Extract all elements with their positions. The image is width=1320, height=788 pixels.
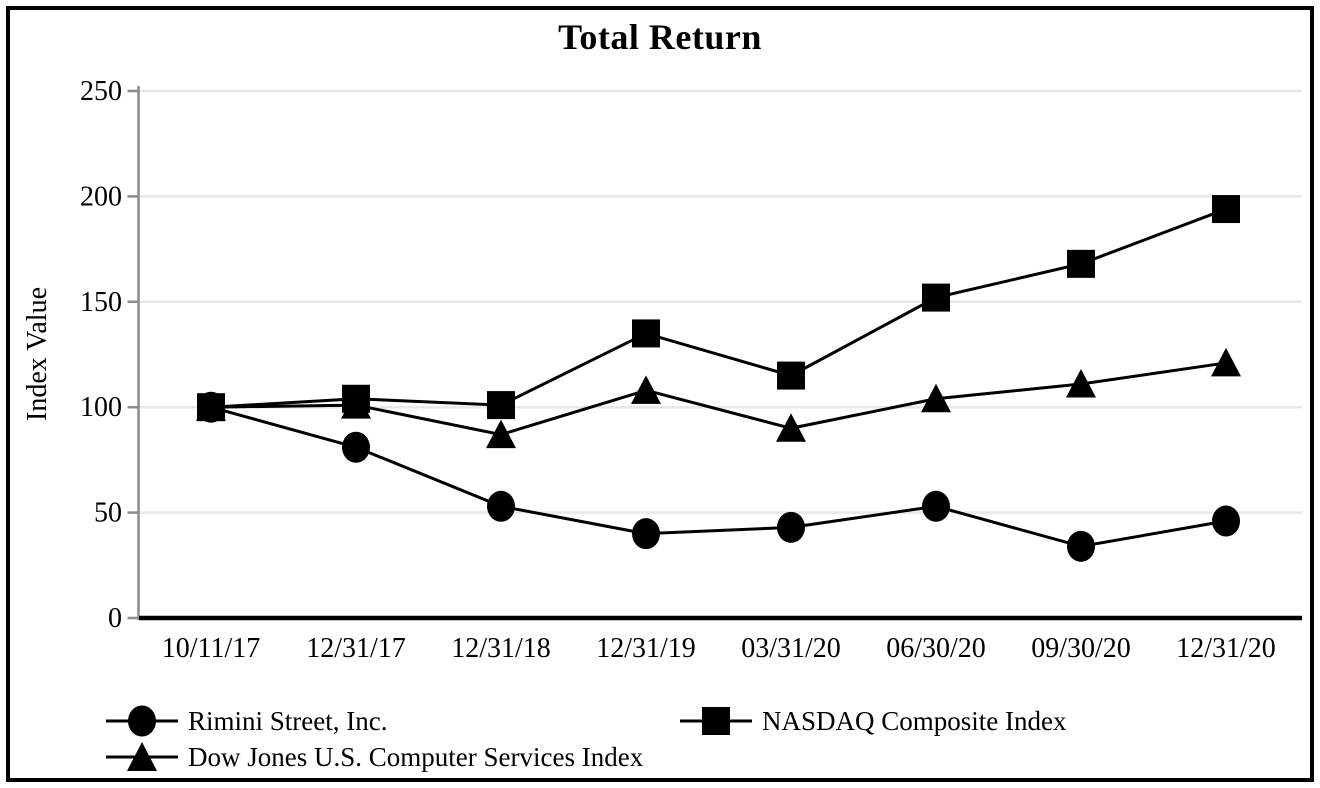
marker-square-0 [197, 393, 225, 422]
legend-item-dow-jones-computer-services: Dow Jones U.S. Computer Services Index [104, 739, 643, 775]
y-axis-title: Index Value [22, 287, 53, 421]
marker-square-4 [777, 361, 805, 390]
marker-square-6 [1067, 249, 1095, 278]
marker-triangle-3 [631, 375, 661, 404]
square-marker-icon [680, 707, 752, 735]
marker-square-3 [632, 319, 660, 348]
marker-square-5 [922, 283, 950, 312]
legend-item-nasdaq-composite: NASDAQ Composite Index [678, 703, 1067, 739]
legend-label-dow-jones-computer-services: Dow Jones U.S. Computer Services Index [188, 741, 644, 772]
x-tick-label-2: 12/31/18 [451, 633, 551, 664]
marker-circle-7 [1212, 505, 1240, 537]
y-tick-label-100: 100 [80, 392, 122, 423]
y-tick-label-0: 0 [108, 603, 122, 634]
marker-triangle-5 [921, 383, 951, 413]
y-tick-label-250: 250 [80, 76, 122, 107]
x-tick-label-1: 12/31/17 [306, 633, 406, 664]
marker-circle-6 [1067, 530, 1095, 562]
marker-triangle-2 [486, 419, 516, 449]
chart-title: Total Return [558, 17, 762, 57]
marker-circle-5 [922, 490, 950, 522]
marker-triangle-7 [1211, 347, 1241, 377]
y-tick-label-150: 150 [80, 287, 122, 318]
legend-item-rimini-street: Rimini Street, Inc. [104, 703, 387, 739]
x-tick-label-4: 03/31/20 [741, 633, 841, 664]
x-tick-label-7: 12/31/20 [1176, 633, 1276, 664]
marker-square-7 [1212, 195, 1240, 224]
marker-circle-1 [342, 431, 370, 463]
triangle-marker-icon [106, 742, 178, 771]
x-tick-label-6: 09/30/20 [1031, 633, 1131, 664]
x-tick-label-3: 12/31/19 [596, 633, 696, 664]
x-tick-label-5: 06/30/20 [886, 633, 986, 664]
marker-circle-3 [632, 518, 660, 550]
legend-label-nasdaq-composite: NASDAQ Composite Index [762, 705, 1067, 736]
legend-label-rimini-street: Rimini Street, Inc. [188, 705, 388, 736]
y-tick-label-50: 50 [94, 498, 122, 529]
marker-triangle-6 [1066, 369, 1096, 398]
marker-circle-2 [487, 490, 515, 522]
x-tick-label-0: 10/11/17 [162, 633, 261, 664]
marker-circle-4 [777, 511, 805, 543]
circle-marker-icon [106, 705, 178, 737]
marker-square-1 [342, 384, 370, 413]
y-tick-label-200: 200 [80, 181, 122, 212]
series-line-square [210, 207, 1227, 409]
series-line-triangle [210, 361, 1227, 437]
chart-outer-border [6, 6, 1314, 782]
marker-square-2 [487, 391, 515, 420]
series-line-circle [210, 405, 1227, 548]
marker-triangle-4 [776, 413, 806, 442]
